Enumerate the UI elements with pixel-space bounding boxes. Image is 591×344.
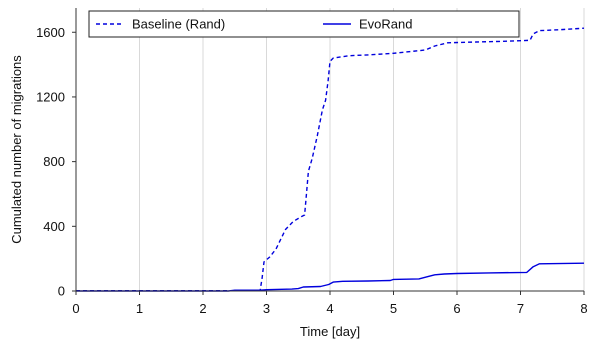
- x-tick-label: 3: [263, 301, 270, 316]
- x-tick-label: 0: [72, 301, 79, 316]
- legend-label: Baseline (Rand): [132, 17, 225, 32]
- x-tick-label: 8: [580, 301, 587, 316]
- y-tick-label: 1200: [36, 89, 65, 104]
- legend: Baseline (Rand) EvoRand: [88, 10, 520, 38]
- x-axis-title: Time [day]: [300, 324, 360, 339]
- series-line-baseline: [76, 27, 585, 292]
- x-tick-label: 1: [136, 301, 143, 316]
- y-tick-label: 400: [43, 219, 65, 234]
- vertical-gridlines: [139, 8, 585, 291]
- legend-box: [88, 10, 520, 38]
- y-tick-label: 800: [43, 154, 65, 169]
- x-tick-label: 7: [517, 301, 524, 316]
- y-tick-label: 0: [58, 284, 65, 299]
- axes: [72, 8, 585, 295]
- series-lines: [76, 27, 585, 292]
- x-tick-label: 4: [326, 301, 333, 316]
- y-tick-label: 1600: [36, 25, 65, 40]
- series-line-evorand: [76, 262, 585, 292]
- x-tick-label: 5: [390, 301, 397, 316]
- y-axis-title: Cumulated number of migrations: [9, 55, 24, 244]
- legend-label: EvoRand: [359, 17, 412, 32]
- tick-labels: 0 1 2 3 4 5 6 7 8 0 400 800 1200 1600: [36, 25, 588, 316]
- x-tick-label: 2: [199, 301, 206, 316]
- x-tick-label: 6: [453, 301, 460, 316]
